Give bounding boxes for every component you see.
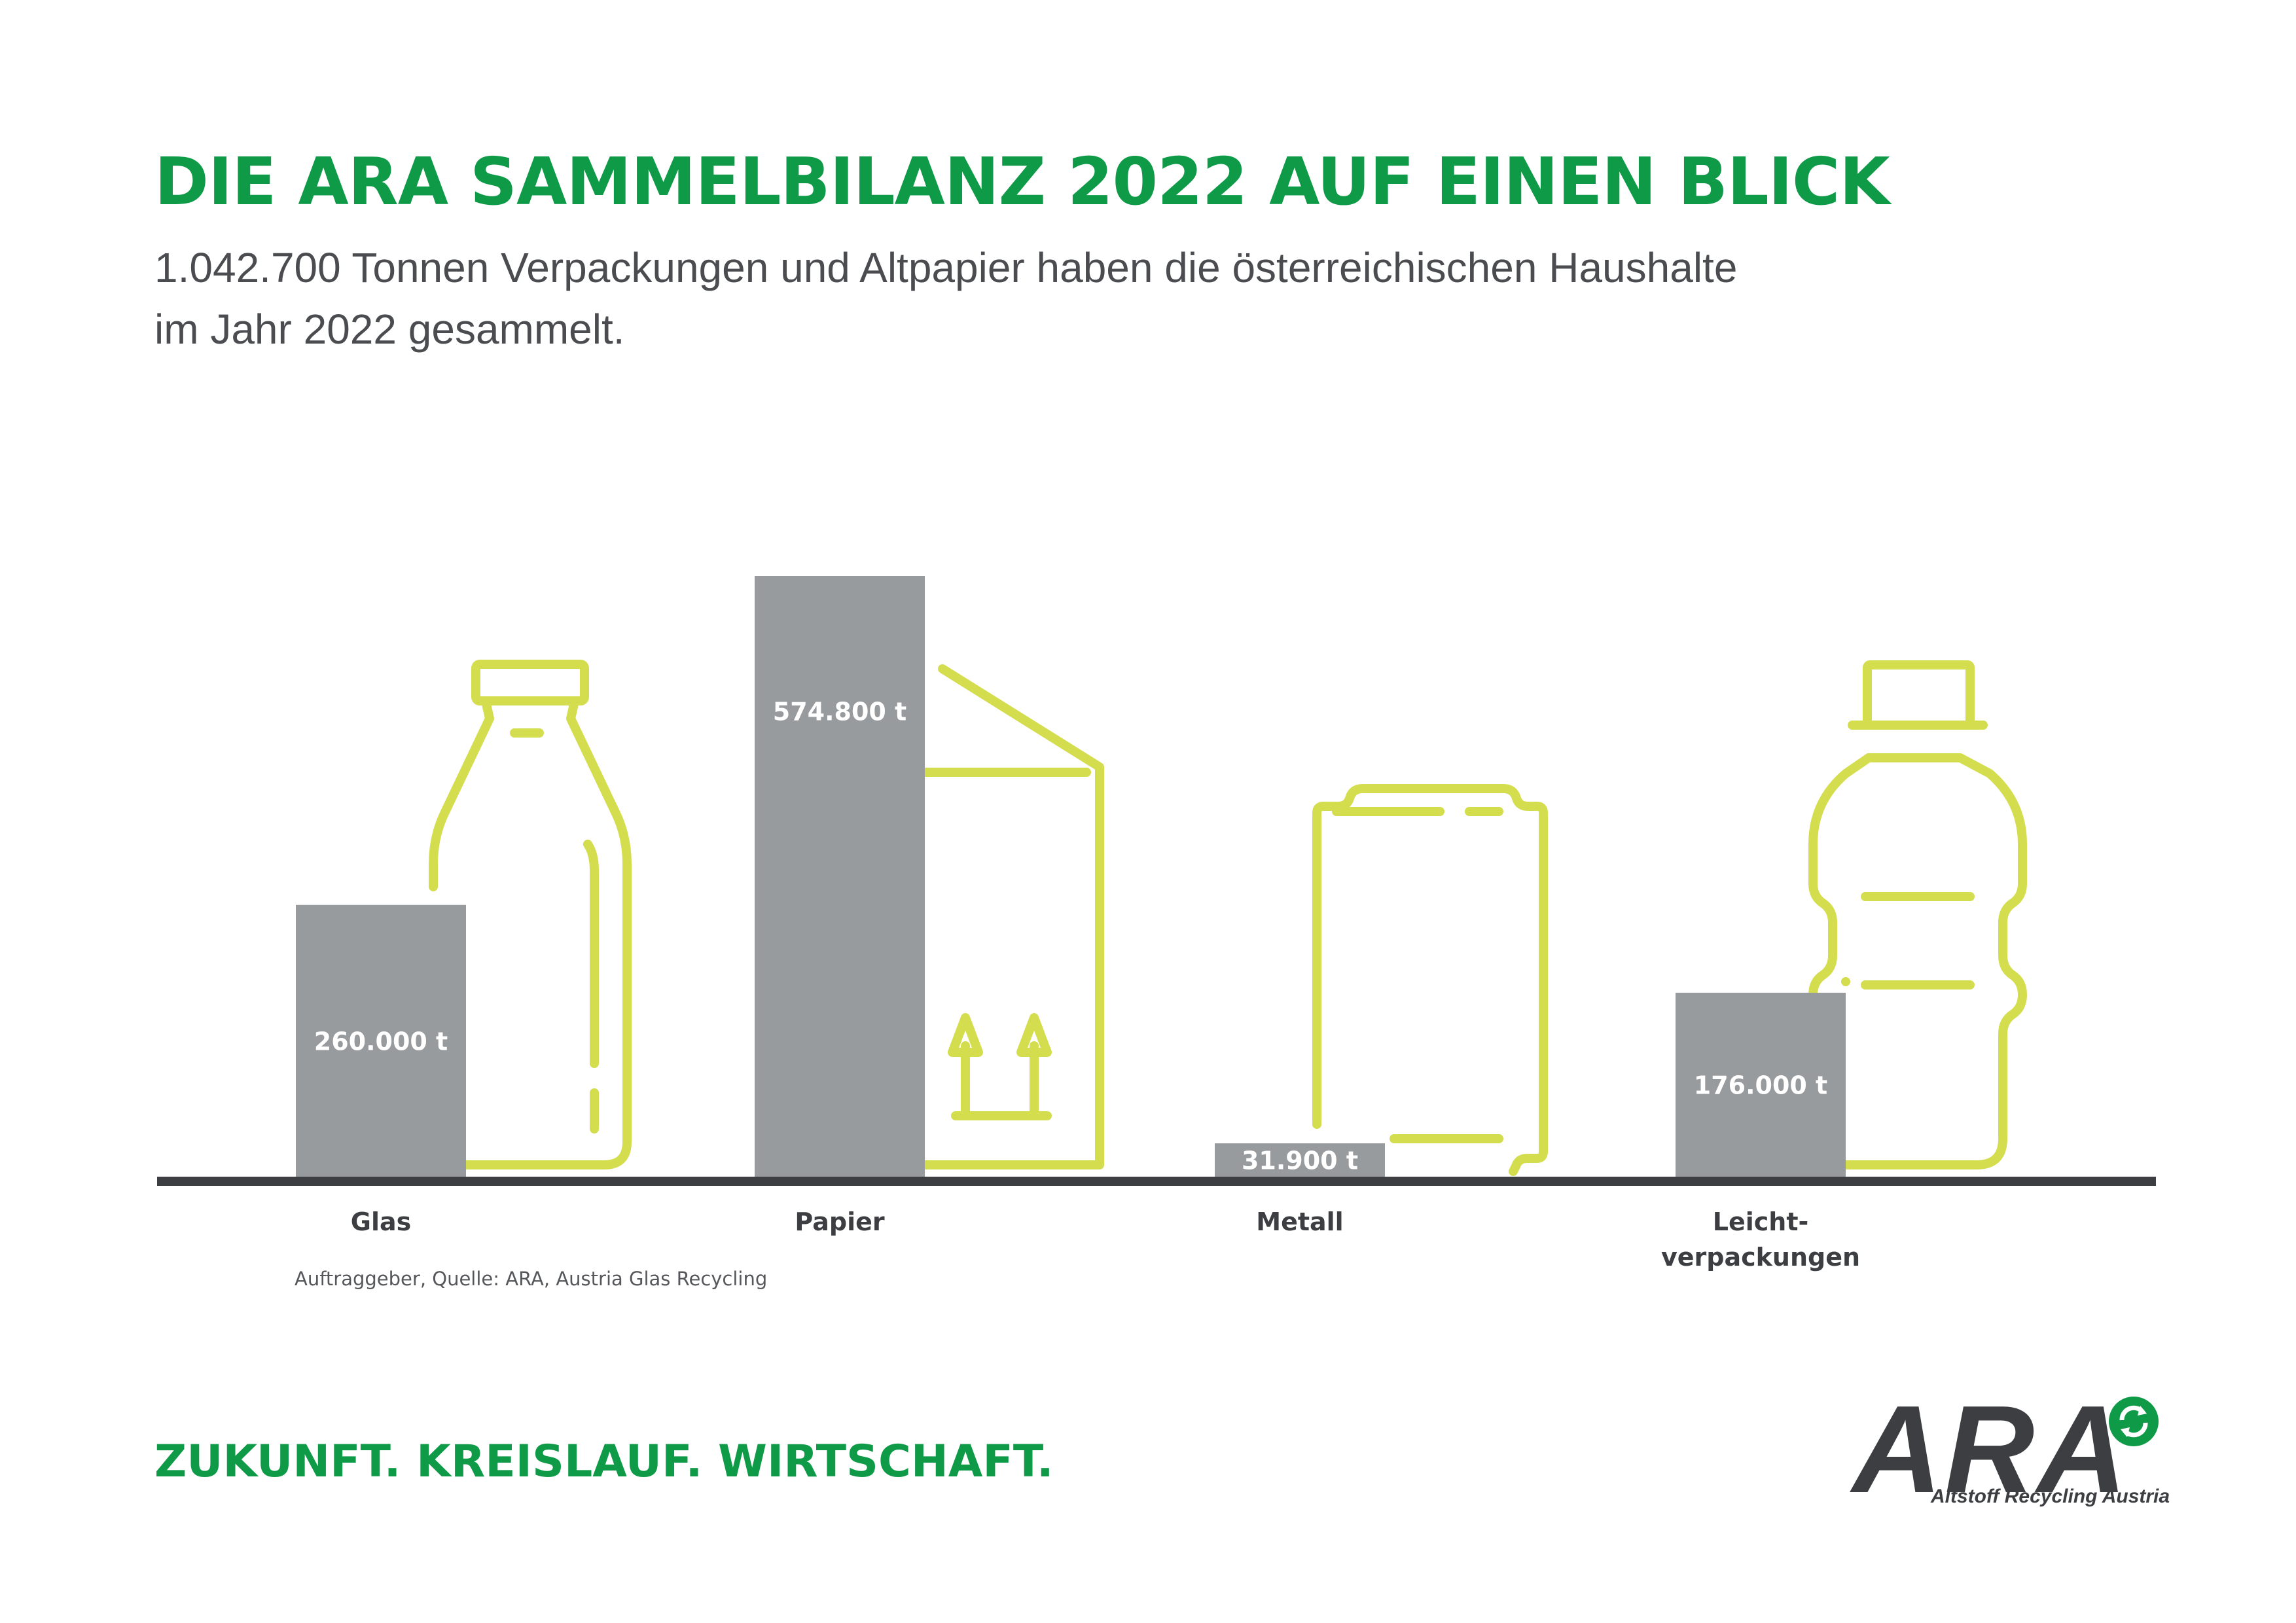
bar-2 [755,576,925,1177]
category-label: Metall [1256,1207,1343,1236]
category-label: Glas [351,1207,411,1236]
metal-can-icon [1312,784,1548,1176]
bar-3 [1215,1143,1385,1177]
chart-baseline [157,1177,2156,1186]
page-subtitle: 1.042.700 Tonnen Verpackungen und Altpap… [154,237,1791,360]
chart-bars: 260.000 t 574.800 t 31.900 t 176.000 t [296,576,1846,1177]
ara-logo: ARA [1852,1387,2160,1512]
category-label: verpackungen [1661,1243,1860,1272]
glass-bottle-icon [429,660,632,1169]
subtitle-line-2: im Jahr 2022 gesammelt. [154,306,625,353]
bar-4 [1676,992,1846,1177]
chart-icons [429,660,2027,1176]
paper-carton-icon [920,664,1104,1169]
category-label: Papier [795,1207,884,1236]
logo-tagline: Altstoff Recycling Austria [1931,1486,2170,1507]
bar-1 [296,904,466,1177]
bar-value-label: 574.800 t [773,698,906,726]
page-title: DIE ARA SAMMELBILANZ 2022 AUF EINEN BLIC… [154,143,1890,220]
slogan: ZUKUNFT. KREISLAUF. WIRTSCHAFT. [154,1436,1054,1488]
logo-wordmark: ARA [1852,1380,2130,1519]
source-note: Auftraggeber, Quelle: ARA, Austria Glas … [295,1268,768,1290]
subtitle-line-1: 1.042.700 Tonnen Verpackungen und Altpap… [154,244,1738,291]
green-dot-recycling-icon [2109,1397,2159,1446]
plastic-bottle-icon [1808,660,2027,1169]
category-label: Leicht- [1713,1207,1809,1236]
bar-value-label: 176.000 t [1694,1071,1827,1099]
bar-value-label: 260.000 t [314,1027,448,1056]
chart-category-labels: Glas Papier Metall Leicht-verpackungen [351,1207,1860,1272]
bar-value-label: 31.900 t [1242,1147,1358,1175]
